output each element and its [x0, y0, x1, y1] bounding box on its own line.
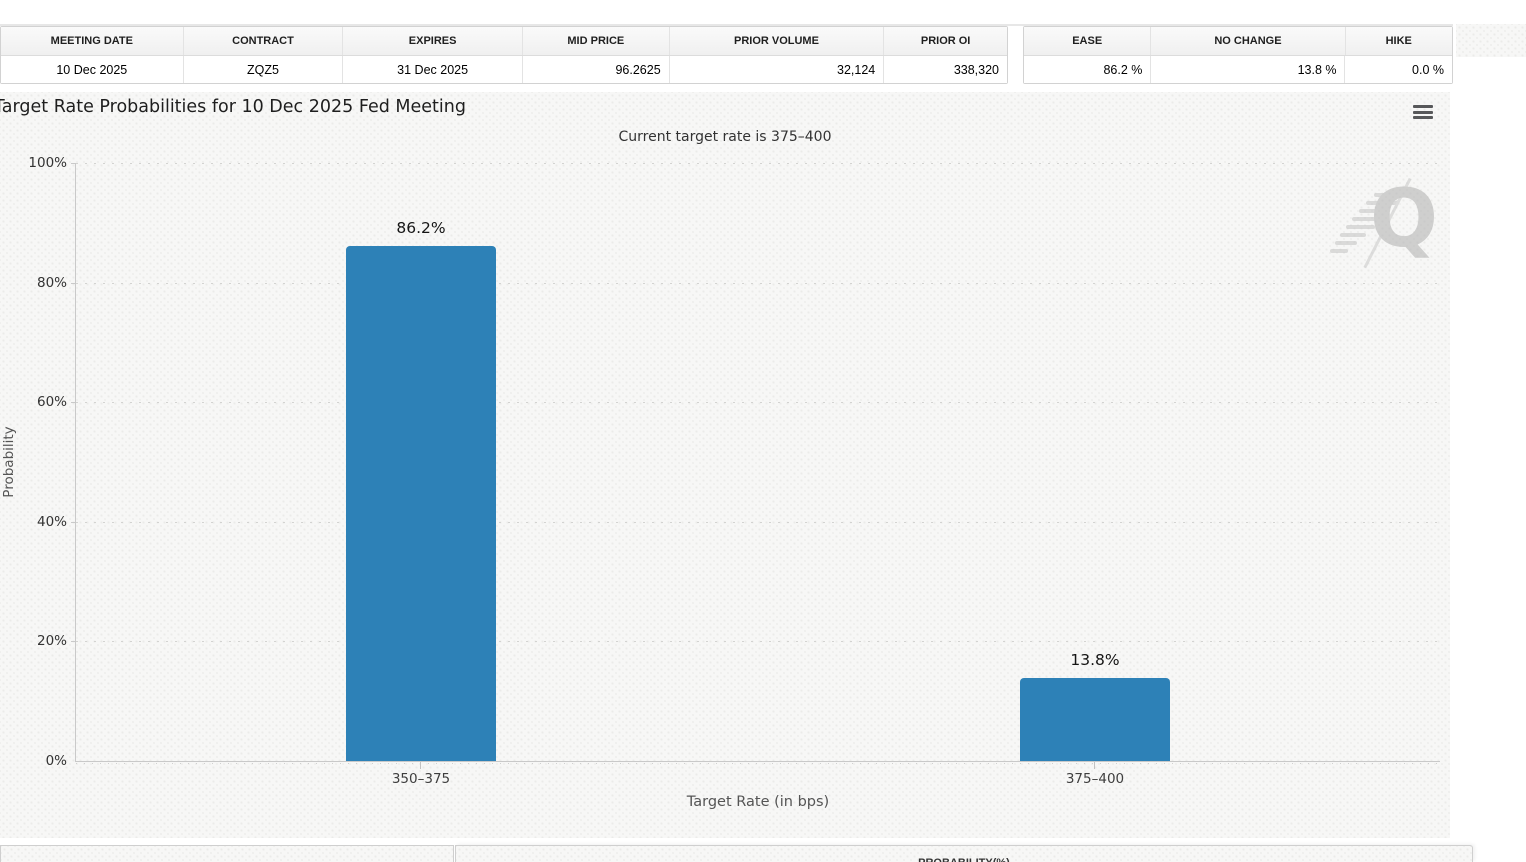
contract-table-data-row: 10 Dec 2025 ZQZ5 31 Dec 2025 96.2625 32,…: [1, 56, 1007, 83]
bottom-left-panel: [0, 845, 454, 862]
cell-meeting-date: 10 Dec 2025: [1, 56, 184, 83]
gridline-100: [76, 163, 1440, 164]
cell-expires: 31 Dec 2025: [343, 56, 523, 83]
probability-panel-header: PROBABILITY(%): [456, 846, 1472, 862]
y-tick-80: [71, 282, 76, 284]
gridline-60: [76, 402, 1440, 404]
x-axis-line: [75, 761, 1440, 762]
header-ease: EASE: [1024, 27, 1152, 55]
hamburger-icon: [1413, 105, 1433, 119]
contract-table: MEETING DATE CONTRACT EXPIRES MID PRICE …: [0, 26, 1008, 84]
bar-value-label-350-375: 86.2%: [396, 218, 446, 237]
bar-375-400[interactable]: [1020, 678, 1170, 761]
x-tick-375-400: [1094, 762, 1095, 769]
chart-menu-button[interactable]: [1413, 105, 1433, 120]
header-hike: HIKE: [1385, 35, 1412, 47]
chart-title: Target Rate Probabilities for 10 Dec 202…: [0, 97, 466, 117]
cell-mid-price: 96.2625: [523, 56, 670, 83]
y-tick-60: [71, 402, 76, 404]
header-expires: EXPIRES: [343, 27, 523, 55]
y-tick-100: [71, 163, 76, 164]
y-tick-label-20: 20%: [36, 633, 67, 650]
header-no-change: NO CHANGE: [1151, 27, 1346, 55]
summary-table-header-row: EASE NO CHANGE HIKE: [1024, 27, 1452, 56]
x-tick-350-375: [420, 762, 421, 769]
x-tick-label-350-375: 350–375: [391, 771, 451, 787]
fedwatch-chart-panel: Target Rate Probabilities for 10 Dec 202…: [0, 92, 1450, 838]
x-axis-title: Target Rate (in bps): [686, 794, 830, 810]
plot-area: 100% 80% 60% 40% 20% 0% Probability 86.2…: [1, 155, 1440, 810]
cell-contract: ZQZ5: [184, 56, 344, 83]
y-tick-20: [71, 641, 76, 643]
gridline-40: [76, 521, 1440, 523]
header-mid-price: MID PRICE: [523, 27, 670, 55]
header-meeting-date: MEETING DATE: [1, 27, 184, 55]
cell-hike: 0.0 %: [1412, 62, 1444, 77]
header-prior-oi: PRIOR OI: [920, 35, 971, 47]
x-tick-label-375-400: 375–400: [1065, 771, 1125, 787]
y-tick-label-40: 40%: [36, 513, 67, 530]
bottom-right-panel: PROBABILITY(%): [455, 845, 1473, 862]
y-axis-title: Probability: [1, 426, 17, 498]
probability-summary-table: EASE NO CHANGE HIKE 86.2 % 13.8 % 0.0 %: [1023, 26, 1453, 84]
top-right-background-patch: [1456, 24, 1526, 57]
gridline-80: [76, 282, 1440, 284]
y-tick-40: [71, 521, 76, 523]
gridline-20: [76, 641, 1440, 643]
y-tick-label-0: 0%: [45, 753, 67, 769]
x-axis-minor-ticks: [76, 763, 1440, 764]
bar-wrap-375-400: 13.8%: [1020, 651, 1170, 761]
y-tick-label-60: 60%: [36, 394, 67, 411]
cell-ease: 86.2 %: [1024, 56, 1152, 83]
bar-wrap-350-375: 86.2%: [346, 219, 496, 761]
chart-subtitle: Current target rate is 375–400: [618, 129, 832, 145]
header-prior-volume: PRIOR VOLUME: [670, 27, 885, 55]
y-tick-label-80: 80%: [36, 274, 67, 291]
y-tick-label-100: 100%: [28, 155, 67, 171]
header-contract: CONTRACT: [184, 27, 344, 55]
contract-table-header-row: MEETING DATE CONTRACT EXPIRES MID PRICE …: [1, 27, 1007, 56]
bar-value-label-375-400: 13.8%: [1070, 651, 1120, 670]
cell-prior-volume: 32,124: [670, 56, 885, 83]
tables-top-border: [0, 24, 1453, 26]
bar-350-375[interactable]: [346, 245, 496, 761]
cell-prior-oi: 338,320: [953, 62, 999, 77]
summary-table-data-row: 86.2 % 13.8 % 0.0 %: [1024, 56, 1452, 83]
cell-no-change: 13.8 %: [1151, 56, 1346, 83]
